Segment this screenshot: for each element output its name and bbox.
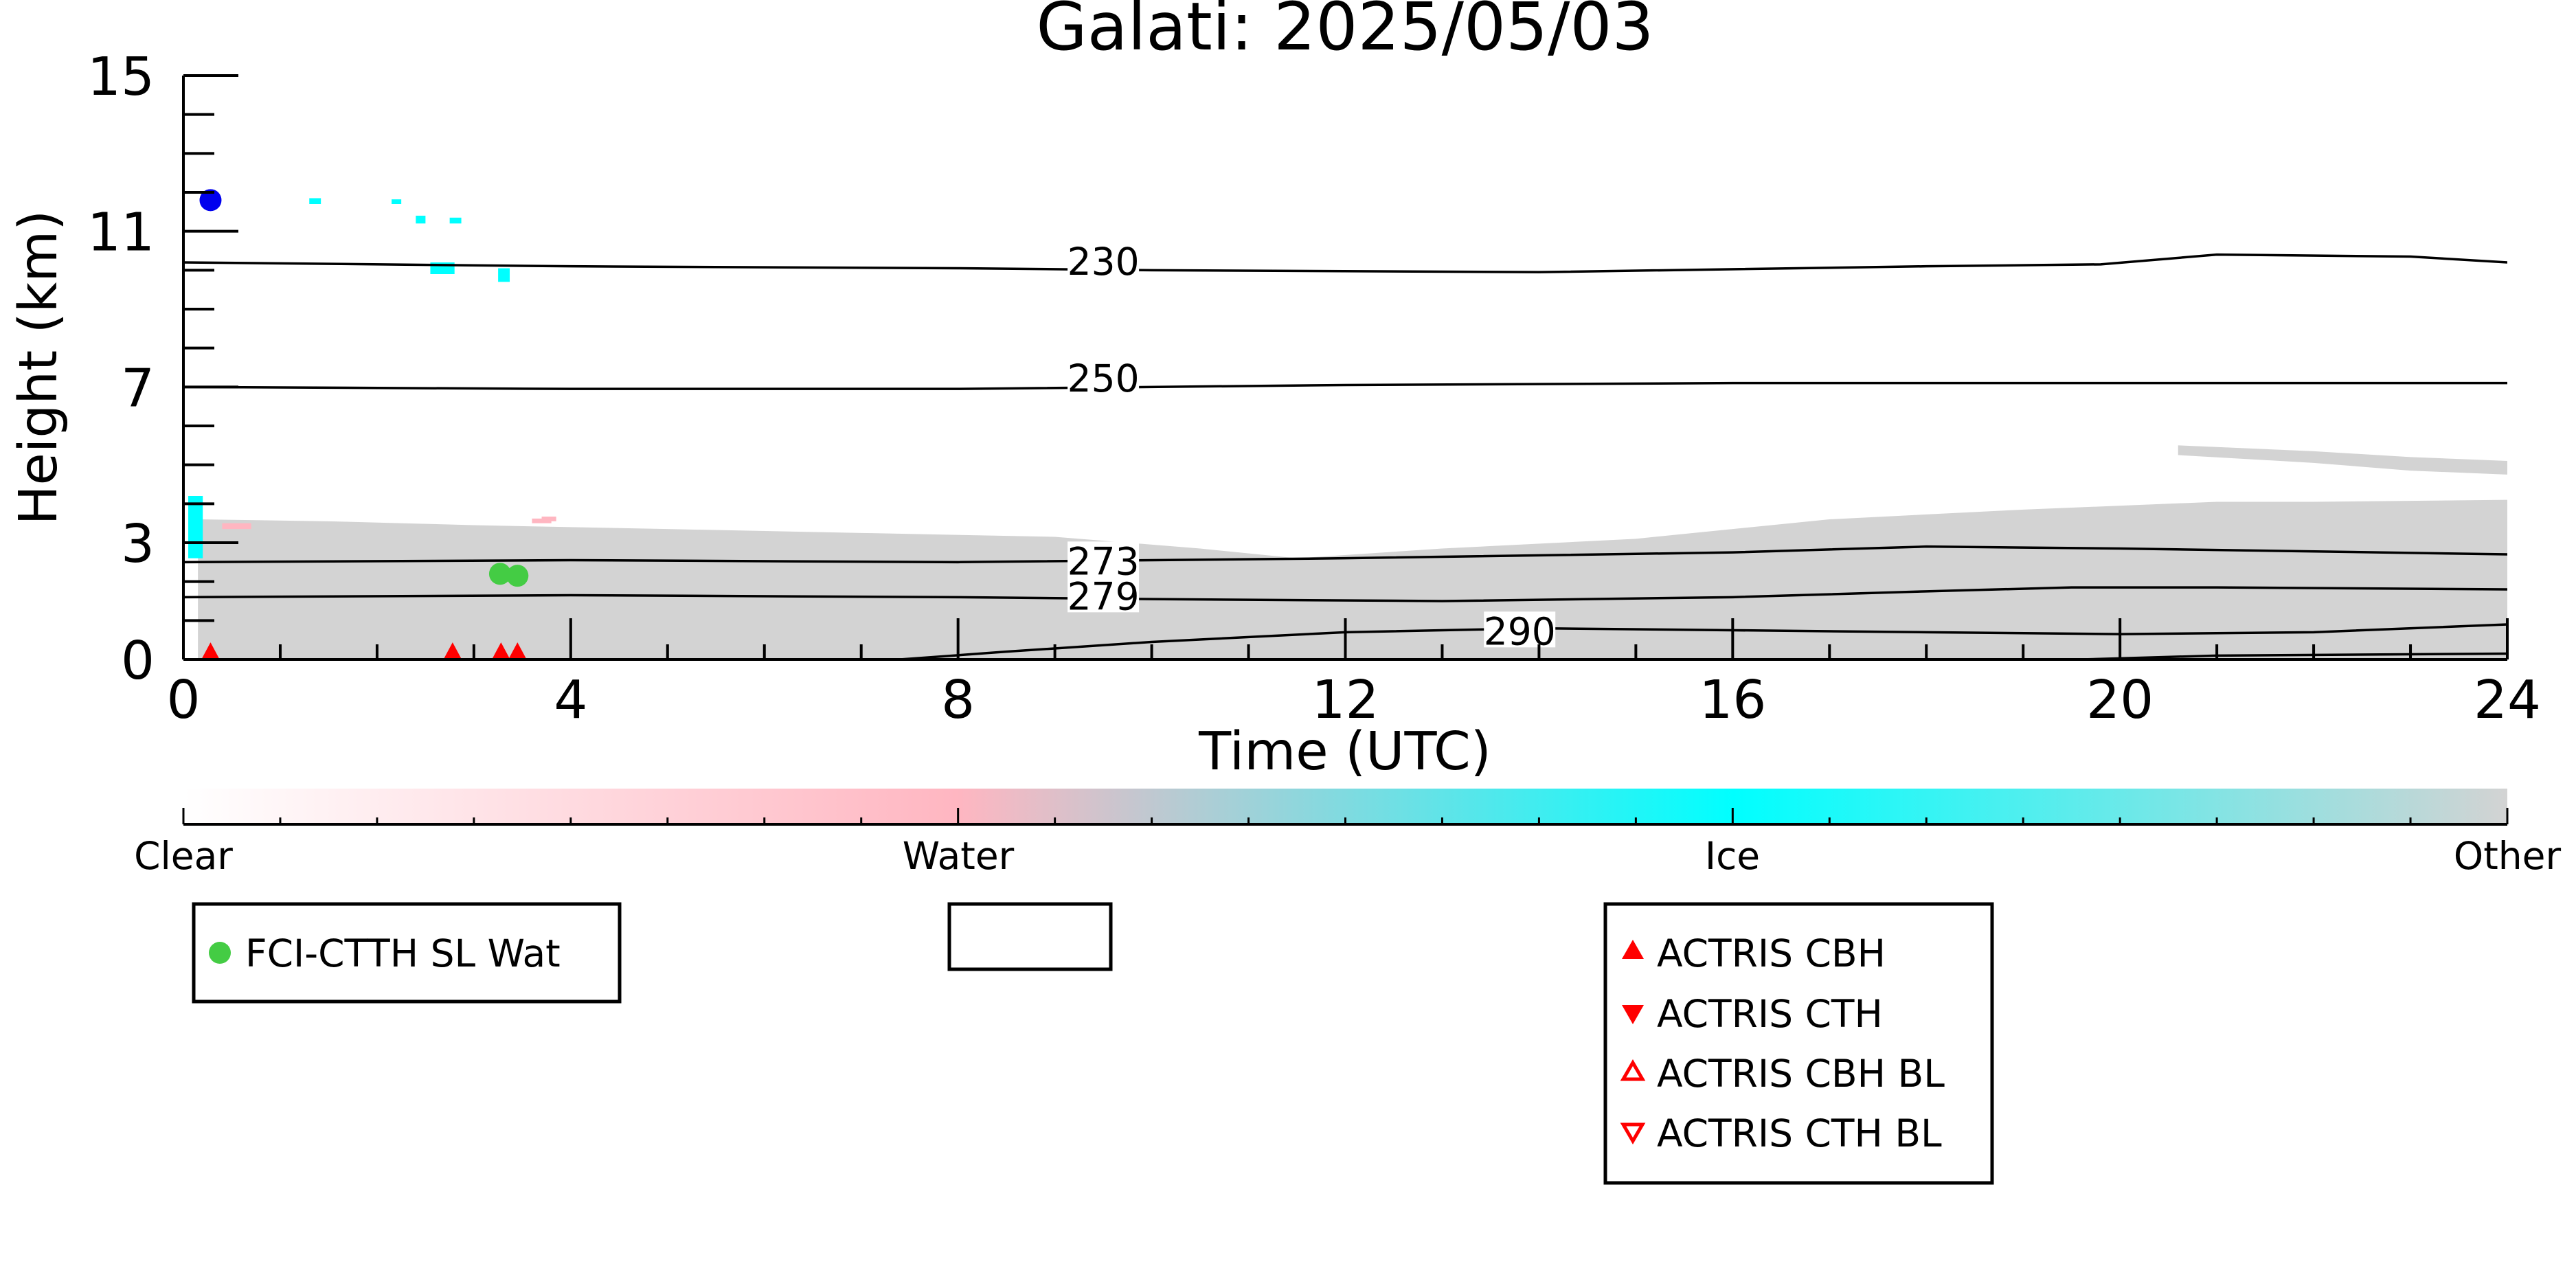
marker-fci-ctth-sl-wat (506, 565, 529, 587)
contour-label-bg (1067, 359, 1140, 394)
legend-cth-bl-label: ACTRIS CTH BL (1657, 1111, 1942, 1155)
ice-patch (188, 496, 203, 558)
legend-empty-box (947, 902, 1113, 971)
marker-actris-cbh (508, 642, 527, 659)
colorbar: Clear Water Ice Other (134, 789, 2561, 878)
other-class-region-0 (198, 499, 2507, 659)
marker-actris-cbh (201, 642, 220, 659)
ice-patch (309, 198, 321, 204)
marker-actris-cbh (492, 642, 510, 659)
marker-fci-ctth-sl-wat (488, 563, 511, 585)
x-tick-label: 4 (554, 670, 587, 731)
x-tick-label: 12 (1312, 670, 1379, 731)
legend-fci-box (192, 902, 622, 1004)
contour-label-279: 279 (1067, 574, 1140, 618)
y-tick-label: 0 (121, 631, 155, 692)
colorbar-label-other: Other (2454, 834, 2562, 878)
legend-fci-marker (209, 942, 231, 964)
x-tick-label: 8 (941, 670, 975, 731)
legend-cbh-bl-label: ACTRIS CBH BL (1657, 1052, 1945, 1096)
legend-cth-label: ACTRIS CTH (1657, 992, 1883, 1036)
contour-label-230: 230 (1067, 240, 1140, 284)
ice-patch (498, 268, 510, 282)
x-tick-label: 0 (167, 670, 201, 731)
contour-label-bg (1067, 242, 1140, 278)
x-tick-label: 16 (1699, 670, 1766, 731)
water-patch (541, 517, 556, 521)
contour-label-bg (1484, 611, 1556, 648)
marker-layer (199, 189, 529, 659)
contour-line-279 (183, 586, 2507, 602)
classification-fill-layer (198, 445, 2507, 659)
contour-line-273 (183, 545, 2507, 564)
contour-label-290: 290 (1484, 609, 1556, 653)
chart-title: Galati: 2025/05/03 (1036, 0, 1653, 65)
contour-label-250: 250 (1067, 357, 1140, 400)
legend-cbh-label: ACTRIS CBH (1657, 931, 1886, 975)
class-patch-layer (188, 198, 556, 558)
ice-patch (449, 217, 462, 224)
x-tick-label: 20 (2086, 670, 2154, 731)
legend-fci: FCI-CTTH SL Wat (192, 902, 622, 1004)
contour-line-230 (183, 253, 2507, 273)
other-class-region-1 (2178, 445, 2507, 475)
water-patch (222, 523, 251, 530)
x-tick-label: 24 (2474, 670, 2541, 731)
marker-actris-cbh (443, 642, 462, 659)
contour-line-250 (183, 381, 2507, 390)
legend-cbh-marker (1622, 940, 1644, 959)
legend-cbh-bl-marker (1620, 1059, 1646, 1081)
y-tick-label: 3 (121, 514, 155, 575)
legend-cth-marker (1622, 1005, 1644, 1024)
y-tick-label: 7 (121, 358, 155, 419)
colorbar-label-water: Water (903, 834, 1015, 878)
legend-empty (947, 902, 1113, 971)
ice-patch (416, 216, 426, 224)
legend-actris-box (1603, 902, 1994, 1185)
y-tick-label: 11 (87, 203, 155, 264)
legend-cth-bl-marker (1620, 1122, 1646, 1144)
colorbar-label-clear: Clear (134, 834, 233, 878)
contour-label-bg (1067, 576, 1140, 613)
y-axis-title: Height (km) (8, 210, 69, 526)
legend-fci-label: FCI-CTTH SL Wat (245, 931, 561, 975)
colorbar-label-ice: Ice (1705, 834, 1760, 878)
ice-patch (392, 199, 402, 204)
colorbar-ticks (182, 808, 2509, 824)
x-ticks: 0 4 8 12 16 20 24 (167, 618, 2541, 731)
marker-unlabeled-circle (199, 189, 222, 212)
contour-label-273: 273 (1067, 539, 1140, 583)
y-ticks: 0 3 7 11 15 (87, 47, 238, 692)
contour-line-290 (899, 623, 2507, 659)
x-axis-title: Time (UTC) (1198, 721, 1491, 782)
y-tick-label: 15 (87, 47, 155, 108)
legend-actris: ACTRIS CBH ACTRIS CTH ACTRIS CBH BL ACTR… (1603, 902, 1994, 1185)
contour-label-bg (1067, 541, 1140, 578)
